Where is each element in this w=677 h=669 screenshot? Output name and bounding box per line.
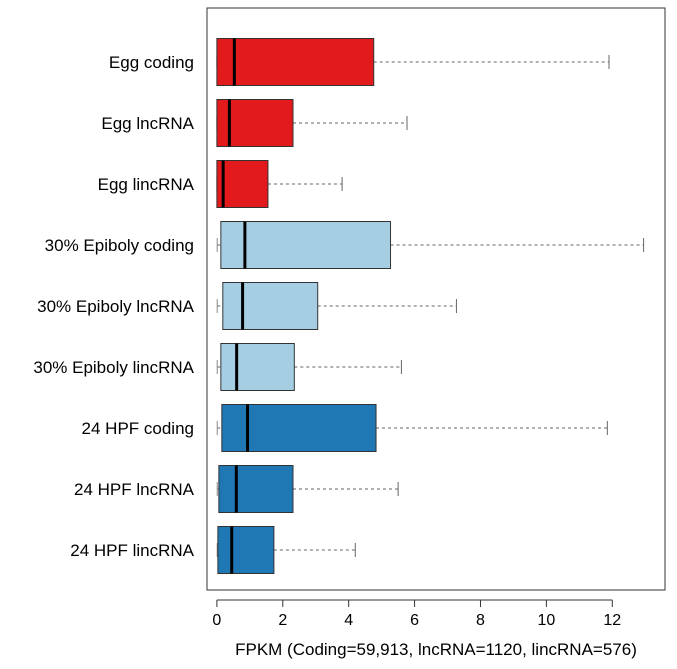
- box-3: [216, 221, 645, 269]
- plot-frame: [206, 7, 666, 591]
- category-labels: Egg coding Egg lncRNA Egg lincRNA 30% Epibo…: [33, 53, 194, 560]
- box-8: [216, 526, 356, 574]
- x-tick-label: 12: [603, 612, 621, 629]
- category-label: 30% Epiboly coding: [45, 236, 194, 255]
- x-axis: 0 2 4 6 8 10 12: [212, 599, 621, 629]
- category-label: 24 HPF coding: [82, 419, 194, 438]
- box-0: [216, 38, 610, 86]
- box-2: [216, 160, 343, 208]
- category-label: 24 HPF lincRNA: [70, 541, 194, 560]
- box-iqr: [218, 465, 294, 513]
- box-4: [216, 282, 457, 330]
- x-tick-label: 6: [410, 612, 419, 629]
- x-tick-label: 8: [476, 612, 485, 629]
- x-axis-title: FPKM (Coding=59,913, lncRNA=1120, lincRN…: [235, 640, 637, 659]
- box-iqr: [217, 526, 275, 574]
- box-7: [216, 465, 399, 513]
- box-iqr: [216, 160, 269, 208]
- box-5: [216, 343, 402, 391]
- box-6: [216, 404, 608, 452]
- category-label: Egg lncRNA: [101, 114, 194, 133]
- box-iqr: [220, 221, 392, 269]
- box-1: [216, 99, 408, 147]
- category-label: 30% Epiboly lncRNA: [37, 297, 195, 316]
- box-iqr: [220, 343, 295, 391]
- box-iqr: [216, 38, 375, 86]
- box-iqr: [222, 282, 319, 330]
- box-iqr: [221, 404, 377, 452]
- boxes-layer: [216, 38, 645, 574]
- x-tick-label: 10: [537, 612, 555, 629]
- x-tick-label: 4: [344, 612, 353, 629]
- category-label: 30% Epiboly lincRNA: [33, 358, 194, 377]
- x-tick-label: 2: [278, 612, 287, 629]
- category-label: Egg coding: [109, 53, 194, 72]
- x-tick-label: 0: [212, 612, 221, 629]
- category-label: Egg lincRNA: [98, 175, 195, 194]
- category-label: 24 HPF lncRNA: [74, 480, 195, 499]
